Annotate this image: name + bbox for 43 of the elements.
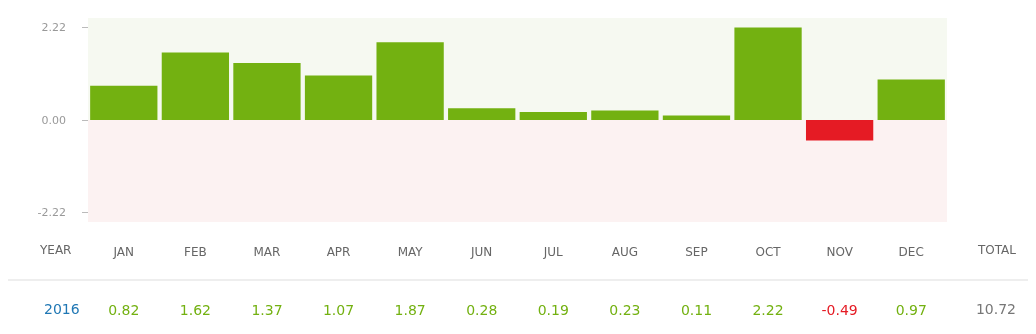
x-tick-label: MAY xyxy=(397,245,424,259)
x-tick-label: MAR xyxy=(253,245,281,259)
data-label: 0.28 xyxy=(466,302,498,318)
data-label: -0.49 xyxy=(821,302,858,318)
bar xyxy=(376,42,444,120)
data-label: 0.23 xyxy=(609,302,641,318)
x-tick-label: AUG xyxy=(611,245,639,259)
bar xyxy=(161,52,230,120)
data-label: 0.11 xyxy=(680,302,713,318)
x-tick-label: FEB xyxy=(184,245,207,259)
x-tick-label: SEP xyxy=(685,245,708,259)
y-tick-label: -2.22 xyxy=(37,205,66,219)
bar xyxy=(877,79,945,120)
bar xyxy=(233,62,301,120)
data-label: 0.82 xyxy=(108,302,140,318)
data-label: 1.07 xyxy=(322,302,355,318)
bar xyxy=(591,110,659,120)
x-tick-label: JAN xyxy=(112,245,135,259)
bar xyxy=(805,120,874,141)
text: YEAR xyxy=(39,243,72,257)
data-label: 1.37 xyxy=(251,302,283,318)
x-tick-label: APR xyxy=(326,245,351,259)
text: 2016 xyxy=(44,301,80,317)
bar xyxy=(90,85,158,120)
x-tick-label: NOV xyxy=(826,245,854,259)
data-label: 2.22 xyxy=(752,302,784,318)
data-label: 1.87 xyxy=(394,302,426,318)
y-tick-label: 2.22 xyxy=(41,21,66,35)
bar xyxy=(304,75,373,120)
bar xyxy=(734,27,802,120)
bar xyxy=(662,115,731,120)
y-tick-label: 0.00 xyxy=(41,113,66,127)
data-label: 0.97 xyxy=(895,302,927,318)
x-tick-label: JUL xyxy=(542,245,564,259)
data-label: 0.19 xyxy=(537,302,569,318)
x-tick-label: OCT xyxy=(755,245,782,259)
bar xyxy=(519,112,587,120)
text: 10.72 xyxy=(975,301,1017,317)
x-tick-label: JUN xyxy=(470,245,493,259)
text: TOTAL xyxy=(976,243,1017,257)
data-label: 1.62 xyxy=(179,302,211,318)
x-tick-label: DEC xyxy=(898,245,924,259)
bar xyxy=(448,108,516,120)
